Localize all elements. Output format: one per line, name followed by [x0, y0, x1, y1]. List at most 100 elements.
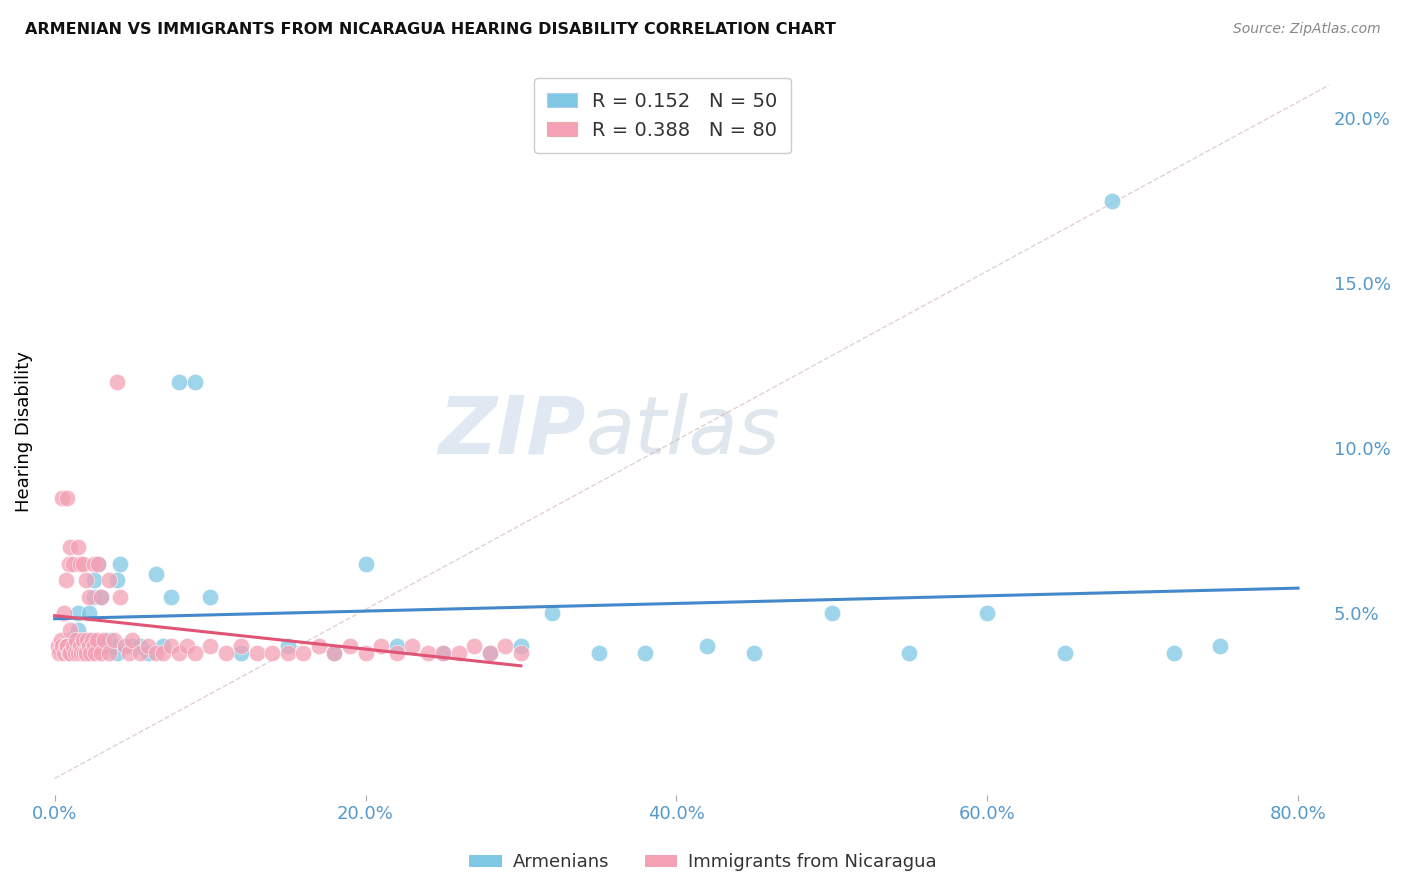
Point: [51, 640, 73, 654]
Point: [478, 646, 501, 660]
Point: [183, 646, 205, 660]
Point: [51, 640, 73, 654]
Point: [1163, 646, 1185, 660]
Point: [129, 640, 152, 654]
Point: [354, 646, 377, 660]
Point: [86, 632, 108, 647]
Text: Source: ZipAtlas.com: Source: ZipAtlas.com: [1233, 22, 1381, 37]
Point: [103, 632, 125, 647]
Point: [66, 623, 89, 637]
Point: [83, 557, 105, 571]
Point: [90, 590, 112, 604]
Point: [167, 646, 190, 660]
Point: [401, 640, 423, 654]
Point: [463, 640, 485, 654]
Point: [77, 632, 100, 647]
Point: [308, 640, 330, 654]
Point: [231, 646, 253, 660]
Point: [121, 632, 143, 647]
Point: [277, 640, 299, 654]
Point: [152, 640, 174, 654]
Point: [541, 607, 564, 621]
Point: [385, 646, 408, 660]
Point: [105, 376, 128, 390]
Text: ZIP: ZIP: [439, 392, 585, 471]
Point: [118, 646, 141, 660]
Point: [84, 646, 107, 660]
Point: [58, 646, 80, 660]
Point: [108, 590, 131, 604]
Point: [62, 646, 84, 660]
Point: [105, 574, 128, 588]
Point: [93, 632, 115, 647]
Point: [55, 640, 77, 654]
Point: [354, 557, 377, 571]
Point: [87, 557, 110, 571]
Point: [121, 640, 143, 654]
Point: [588, 646, 610, 660]
Point: [90, 640, 112, 654]
Point: [98, 574, 121, 588]
Point: [370, 640, 392, 654]
Point: [323, 646, 346, 660]
Point: [77, 640, 100, 654]
Point: [432, 646, 454, 660]
Point: [98, 646, 121, 660]
Point: [136, 640, 159, 654]
Point: [160, 590, 183, 604]
Point: [976, 607, 998, 621]
Legend: R = 0.152   N = 50, R = 0.388   N = 80: R = 0.152 N = 50, R = 0.388 N = 80: [534, 78, 792, 153]
Point: [48, 646, 70, 660]
Point: [114, 640, 136, 654]
Point: [83, 640, 105, 654]
Point: [65, 632, 87, 647]
Point: [696, 640, 718, 654]
Point: [69, 640, 91, 654]
Point: [56, 640, 79, 654]
Point: [129, 646, 152, 660]
Point: [77, 590, 100, 604]
Point: [214, 646, 236, 660]
Point: [72, 557, 94, 571]
Point: [59, 623, 82, 637]
Point: [59, 632, 82, 647]
Point: [198, 590, 221, 604]
Point: [55, 574, 77, 588]
Point: [103, 640, 125, 654]
Point: [63, 646, 86, 660]
Point: [75, 574, 97, 588]
Point: [510, 646, 533, 660]
Point: [432, 646, 454, 660]
Point: [145, 646, 167, 660]
Point: [742, 646, 765, 660]
Text: atlas: atlas: [585, 392, 780, 471]
Y-axis label: Hearing Disability: Hearing Disability: [15, 351, 32, 512]
Point: [59, 646, 82, 660]
Point: [478, 646, 501, 660]
Point: [59, 541, 82, 555]
Point: [75, 640, 97, 654]
Point: [76, 632, 98, 647]
Point: [494, 640, 516, 654]
Point: [93, 640, 115, 654]
Point: [66, 607, 89, 621]
Point: [79, 646, 101, 660]
Point: [416, 646, 439, 660]
Point: [114, 640, 136, 654]
Point: [510, 640, 533, 654]
Point: [73, 646, 96, 660]
Point: [58, 557, 80, 571]
Point: [69, 557, 91, 571]
Point: [72, 632, 94, 647]
Point: [292, 646, 315, 660]
Point: [51, 491, 73, 505]
Point: [160, 640, 183, 654]
Legend: Armenians, Immigrants from Nicaragua: Armenians, Immigrants from Nicaragua: [461, 847, 945, 879]
Point: [323, 646, 346, 660]
Point: [634, 646, 657, 660]
Point: [62, 640, 84, 654]
Point: [46, 640, 69, 654]
Point: [87, 557, 110, 571]
Point: [277, 646, 299, 660]
Point: [198, 640, 221, 654]
